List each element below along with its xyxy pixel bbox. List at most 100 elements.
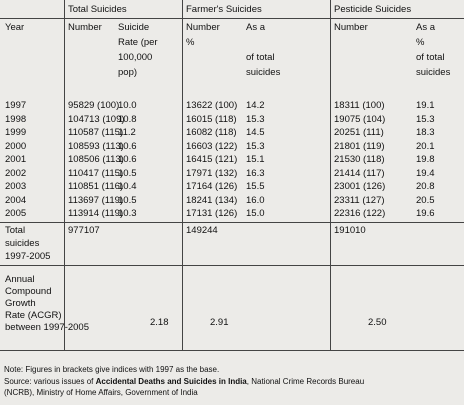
acgr-label: Annual <box>5 274 35 285</box>
source: Source: various issues of Accidental Dea… <box>4 376 364 387</box>
total-label: Total <box>5 225 26 236</box>
total-value: 191010 <box>334 225 366 236</box>
cell: 20.1 <box>416 140 435 152</box>
rule <box>330 0 331 350</box>
cell: 2001 <box>5 154 27 165</box>
cell: 17164 (126) <box>186 181 238 192</box>
cell: 16.0 <box>246 194 265 206</box>
cell: 16.3 <box>246 167 265 179</box>
cell: 15.3 <box>416 113 435 125</box>
group-header: Total Suicides <box>68 4 127 15</box>
cell: 19.1 <box>416 100 435 111</box>
cell: 10.6 <box>118 140 137 152</box>
column-header: % <box>186 37 195 48</box>
rule <box>0 18 464 19</box>
cell: 21414 (117) <box>334 167 385 179</box>
cell: 20251 (111) <box>334 127 384 138</box>
cell: 2000 <box>5 140 27 152</box>
cell: 15.5 <box>246 181 265 192</box>
cell: 23311 (127) <box>334 194 385 206</box>
column-header: Year <box>5 22 25 33</box>
total-value: 149244 <box>186 225 218 236</box>
cell: 21801 (119) <box>334 140 385 152</box>
acgr-value: 2.18 <box>150 317 169 328</box>
cell: 11.2 <box>118 127 136 138</box>
cell: 13622 (100) <box>186 100 238 111</box>
note: Note: Figures in brackets give indices w… <box>4 365 220 374</box>
cell: 19.8 <box>416 154 435 165</box>
column-header: As a <box>246 22 266 33</box>
total-label: 1997-2005 <box>5 251 51 262</box>
acgr-value: 2.50 <box>368 317 387 328</box>
acgr-label: between 1997-2005 <box>5 322 89 333</box>
acgr-label: Growth <box>5 298 36 309</box>
cell: 21530 (118) <box>334 154 385 165</box>
cell: 95829 (100) <box>68 100 120 111</box>
column-header: % <box>416 37 425 48</box>
cell: 19.4 <box>416 167 435 179</box>
cell: 10.3 <box>118 208 137 219</box>
rule <box>0 265 464 266</box>
column-header: suicides <box>246 67 281 78</box>
cell: 19075 (104) <box>334 113 386 125</box>
column-header: Rate (per <box>118 37 158 48</box>
cell: 15.3 <box>246 113 265 125</box>
cell: 20.8 <box>416 181 435 192</box>
acgr-label: Rate (ACGR) <box>5 310 62 321</box>
cell: 10.5 <box>118 194 137 206</box>
cell: 10.0 <box>118 100 137 111</box>
cell: 17971 (132) <box>186 167 238 179</box>
cell: 19.6 <box>416 208 435 219</box>
cell: 10.6 <box>118 154 137 165</box>
column-header: of total <box>416 52 445 63</box>
source-prefix: Source: various issues of <box>4 377 96 386</box>
rule <box>182 0 183 350</box>
column-header: suicides <box>416 67 451 78</box>
column-header: of total <box>246 52 275 63</box>
cell: 1997 <box>5 100 27 111</box>
cell: 23001 (126) <box>334 181 386 192</box>
cell: 110851 (116) <box>68 181 124 192</box>
cell: 108506 (113) <box>68 154 124 165</box>
column-header: As a <box>416 22 436 33</box>
cell: 15.3 <box>246 140 265 152</box>
rule <box>0 350 464 351</box>
cell: 16015 (118) <box>186 113 237 125</box>
cell: 16415 (121) <box>186 154 238 165</box>
total-value: 977107 <box>68 225 100 236</box>
cell: 20.5 <box>416 194 435 206</box>
column-header: 100,000 <box>118 52 153 63</box>
cell: 2002 <box>5 167 27 179</box>
cell: 15.0 <box>246 208 265 219</box>
cell: 110587 (115) <box>68 127 124 138</box>
cell: 18.3 <box>416 127 435 138</box>
rule <box>64 0 65 350</box>
cell: 113697 (119) <box>68 194 124 206</box>
cell: 104713 (109) <box>68 113 125 125</box>
cell: 10.5 <box>118 167 137 179</box>
source-title: Accidental Deaths and Suicides in India <box>95 377 247 386</box>
cell: 113914 (119) <box>68 208 124 219</box>
cell: 108593 (113) <box>68 140 124 152</box>
cell: 2003 <box>5 181 27 192</box>
cell: 10.8 <box>118 113 137 125</box>
cell: 16082 (118) <box>186 127 237 138</box>
column-header: Number <box>68 22 102 33</box>
cell: 2005 <box>5 208 27 219</box>
column-header: Number <box>334 22 368 33</box>
total-label: suicides <box>5 238 40 249</box>
cell: 110417 (115) <box>68 167 124 179</box>
source-suffix: , National Crime Records Bureau <box>246 377 365 386</box>
source-line: (NCRB), Ministry of Home Affairs, Govern… <box>4 388 198 397</box>
cell: 14.2 <box>246 100 265 111</box>
acgr-label: Compound <box>5 286 52 297</box>
group-header: Farmer's Suicides <box>186 4 262 15</box>
cell: 16603 (122) <box>186 140 238 152</box>
column-header: pop) <box>118 67 138 78</box>
cell: 14.5 <box>246 127 265 138</box>
rule <box>0 222 464 223</box>
cell: 15.1 <box>246 154 265 165</box>
group-header: Pesticide Suicides <box>334 4 412 15</box>
cell: 1999 <box>5 127 27 138</box>
